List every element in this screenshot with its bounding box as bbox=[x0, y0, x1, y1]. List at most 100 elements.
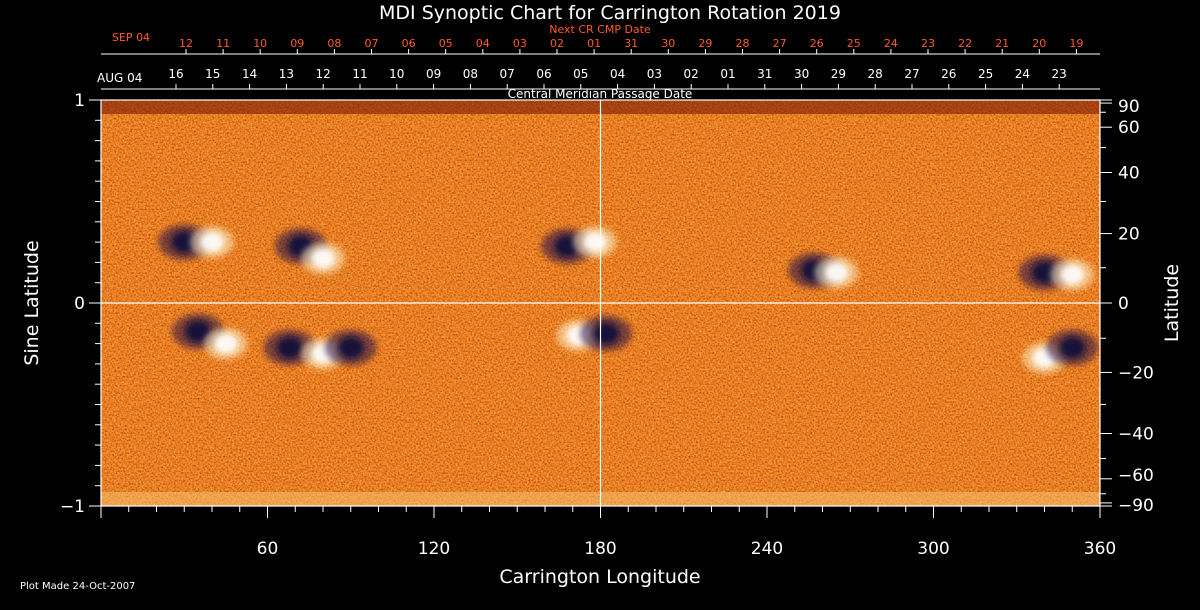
y-right-tick-label: 60 bbox=[1118, 118, 1140, 138]
cmp-day-label: 24 bbox=[1015, 67, 1030, 81]
cmp-axis-title: Central Meridian Passage Date bbox=[508, 87, 693, 101]
next-day-label: 01 bbox=[587, 37, 601, 50]
next-axis-start-label: SEP 04 bbox=[112, 31, 150, 44]
region-core bbox=[337, 336, 364, 359]
active-region-negative bbox=[580, 315, 633, 352]
next-day-label: 07 bbox=[365, 37, 379, 50]
next-day-label: 06 bbox=[402, 37, 416, 50]
region-core bbox=[276, 336, 303, 359]
next-day-label: 04 bbox=[476, 37, 490, 50]
y-axis-left-label: Sine Latitude bbox=[21, 240, 43, 365]
region-core bbox=[1059, 336, 1086, 359]
next-day-label: 26 bbox=[810, 37, 824, 50]
next-day-label: 24 bbox=[884, 37, 898, 50]
cmp-day-label: 13 bbox=[279, 67, 294, 81]
y-left-tick-label: 1 bbox=[74, 91, 85, 111]
next-day-label: 25 bbox=[847, 37, 861, 50]
cmp-day-label: 06 bbox=[536, 67, 551, 81]
next-day-label: 03 bbox=[513, 37, 527, 50]
y-right-tick-label: −90 bbox=[1118, 496, 1154, 516]
cmp-day-label: 16 bbox=[168, 67, 183, 81]
next-day-label: 10 bbox=[253, 37, 267, 50]
y-axis-right-label: Latitude bbox=[1161, 264, 1183, 342]
next-day-label: 29 bbox=[698, 37, 712, 50]
cmp-date-axis: AUG 04 16 15 14 13 12 11 10 09 08 07 06 05 04 03 02 01 3… bbox=[97, 67, 1100, 101]
cmp-day-label: 23 bbox=[1052, 67, 1067, 81]
cmp-day-label: 28 bbox=[868, 67, 883, 81]
x-tick-label: 360 bbox=[1084, 539, 1116, 559]
active-region-positive bbox=[203, 327, 248, 360]
active-region-positive bbox=[814, 256, 859, 289]
next-day-label: 30 bbox=[661, 37, 675, 50]
crosshair bbox=[101, 100, 1100, 506]
cmp-day-label: 27 bbox=[904, 67, 919, 81]
next-cr-axis: Next CR CMP Date SEP 04 12 11 10 09 08 07 06 05… bbox=[101, 23, 1100, 55]
active-region-positive bbox=[1050, 258, 1095, 291]
cmp-day-label: 31 bbox=[757, 67, 772, 81]
next-day-label: 19 bbox=[1069, 37, 1083, 50]
active-region-positive bbox=[190, 226, 234, 259]
x-tick-label: 120 bbox=[418, 539, 450, 559]
cmp-axis-start-label: AUG 04 bbox=[97, 71, 142, 85]
x-axis-label: Carrington Longitude bbox=[499, 566, 700, 588]
x-axis: 60 120 180 240 300 360 bbox=[100, 506, 1116, 559]
next-day-label: 31 bbox=[624, 37, 638, 50]
y-right-tick-label: 20 bbox=[1118, 225, 1140, 245]
plot-made-footer: Plot Made 24-Oct-2007 bbox=[20, 581, 135, 592]
chart-title: MDI Synoptic Chart for Carrington Rotati… bbox=[379, 2, 841, 24]
y-left-tick-label: 0 bbox=[74, 294, 85, 314]
region-core bbox=[171, 231, 198, 254]
next-axis-title: Next CR CMP Date bbox=[549, 23, 651, 36]
y-right-tick-label: −20 bbox=[1118, 363, 1154, 383]
next-day-label: 28 bbox=[736, 37, 750, 50]
next-day-label: 23 bbox=[921, 37, 935, 50]
next-day-label: 08 bbox=[327, 37, 341, 50]
y-axis-left: 1 0 −1 bbox=[60, 91, 101, 517]
y-right-tick-label: −40 bbox=[1118, 424, 1154, 444]
region-core bbox=[593, 322, 620, 345]
cmp-day-label: 29 bbox=[831, 67, 846, 81]
cmp-day-label: 25 bbox=[978, 67, 993, 81]
cmp-day-label: 10 bbox=[389, 67, 404, 81]
cmp-day-label: 01 bbox=[720, 67, 735, 81]
cmp-day-label: 26 bbox=[941, 67, 956, 81]
cmp-day-label: 11 bbox=[352, 67, 367, 81]
y-right-tick-label: −60 bbox=[1118, 466, 1154, 486]
next-day-label: 12 bbox=[179, 37, 193, 50]
cmp-day-label: 05 bbox=[573, 67, 588, 81]
y-right-tick-label: 90 bbox=[1118, 97, 1140, 117]
y-right-tick-label: 40 bbox=[1118, 164, 1140, 184]
next-day-label: 21 bbox=[995, 37, 1009, 50]
region-core bbox=[311, 248, 335, 269]
cmp-day-label: 02 bbox=[684, 67, 699, 81]
region-core bbox=[582, 232, 607, 253]
next-day-label: 05 bbox=[439, 37, 453, 50]
region-core bbox=[1060, 264, 1085, 285]
x-tick-label: 240 bbox=[751, 539, 783, 559]
next-day-label: 20 bbox=[1032, 37, 1046, 50]
x-tick-label: 180 bbox=[584, 539, 616, 559]
x-tick-label: 60 bbox=[257, 539, 279, 559]
next-day-label: 11 bbox=[216, 37, 230, 50]
active-region-positive bbox=[572, 226, 617, 259]
active-region-negative bbox=[1046, 329, 1099, 366]
region-core bbox=[185, 320, 212, 343]
cmp-day-label: 04 bbox=[610, 67, 625, 81]
next-day-label: 09 bbox=[290, 37, 304, 50]
x-tick-label: 300 bbox=[917, 539, 949, 559]
region-core bbox=[213, 333, 238, 354]
cmp-day-label: 14 bbox=[242, 67, 257, 81]
cmp-day-label: 09 bbox=[426, 67, 441, 81]
cmp-day-label: 03 bbox=[647, 67, 662, 81]
active-region-negative bbox=[324, 329, 377, 366]
cmp-day-label: 30 bbox=[794, 67, 809, 81]
next-day-label: 02 bbox=[550, 37, 564, 50]
cmp-day-label: 12 bbox=[316, 67, 331, 81]
region-core bbox=[200, 232, 224, 253]
y-right-tick-label: 0 bbox=[1118, 294, 1129, 314]
y-left-tick-label: −1 bbox=[60, 497, 85, 517]
region-core bbox=[824, 262, 849, 283]
cmp-day-label: 08 bbox=[463, 67, 478, 81]
